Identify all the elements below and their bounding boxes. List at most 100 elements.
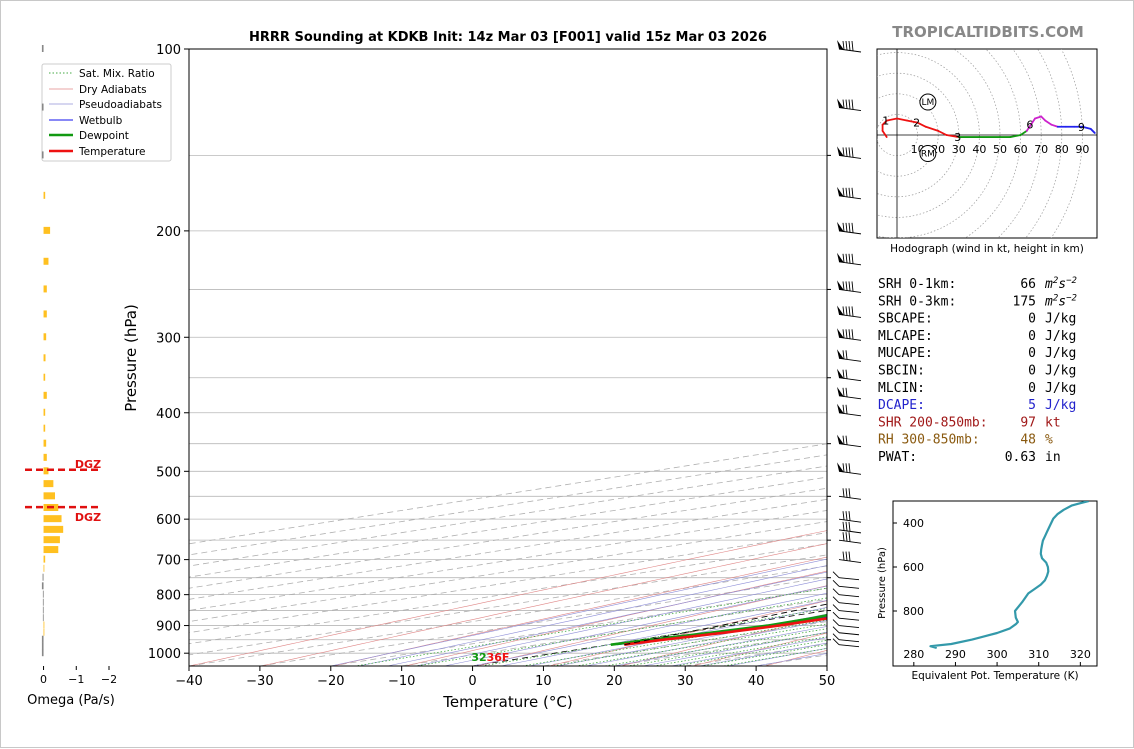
- skewt-x-tick-label: 0: [468, 674, 476, 689]
- index-value: 0: [1028, 346, 1036, 361]
- wind-barb-shaft: [839, 603, 859, 605]
- wind-barb-feather: [852, 41, 853, 51]
- wind-barb-feather: [833, 634, 839, 640]
- legend-label-mix: Sat. Mix. Ratio: [79, 68, 155, 80]
- wind-barb: [833, 620, 859, 628]
- legend-label-temperature: Temperature: [78, 146, 146, 158]
- wind-barb-shaft: [839, 611, 859, 613]
- theta-e-x-tick-label: 300: [987, 648, 1008, 661]
- index-value: 66: [1020, 277, 1036, 292]
- wind-barb-feather: [849, 281, 850, 290]
- hodograph-ring-label: 40: [972, 143, 986, 156]
- hodograph-ring-label: 80: [1055, 143, 1069, 156]
- skewt-y-tick-label: 100: [156, 43, 181, 58]
- omega-bar: [43, 574, 44, 581]
- wind-barb-feather: [843, 552, 844, 561]
- legend-label-dewpoint: Dewpoint: [79, 130, 129, 142]
- wind-barb: [833, 597, 859, 605]
- wind-barb-shaft: [839, 586, 859, 588]
- index-unit-s: s: [1058, 277, 1066, 292]
- legend-label-wetbulb: Wetbulb: [79, 115, 123, 127]
- omega-bar: [44, 192, 46, 199]
- index-unit: J/kg: [1045, 329, 1076, 344]
- omega-x-axis-label: Omega (Pa/s): [27, 693, 115, 708]
- omega-bar: [42, 636, 44, 643]
- omega-bar: [42, 643, 44, 650]
- wind-barb: [839, 532, 861, 543]
- dgz-label-top: DGZ: [75, 458, 101, 471]
- wind-barb: [839, 488, 861, 499]
- wind-barb-feather: [843, 281, 844, 290]
- omega-bar: [44, 622, 45, 629]
- wind-barb-feather: [843, 388, 844, 397]
- index-unit: J/kg: [1045, 398, 1076, 413]
- index-value: 0.63: [1005, 450, 1036, 465]
- omega-bar: [44, 333, 47, 340]
- omega-bar: [44, 492, 55, 499]
- omega-bar: [44, 440, 47, 447]
- skewt-y-tick-label: 600: [156, 513, 181, 528]
- wind-barb: [833, 612, 859, 620]
- index-unit: m2s−2: [1044, 276, 1077, 292]
- omega-bar: [42, 649, 44, 656]
- wind-barb-feather: [846, 281, 847, 290]
- omega-bar: [44, 565, 45, 572]
- index-unit: kt: [1045, 415, 1061, 430]
- theta-e-y-axis-label: Pressure (hPa): [877, 547, 888, 619]
- wind-barb: [837, 40, 861, 52]
- wind-barb-feather: [843, 463, 844, 472]
- skewt-x-tick-label: −30: [246, 674, 273, 689]
- wind-barb: [837, 369, 861, 381]
- hodograph-caption: Hodograph (wind in kt, height in km): [890, 243, 1084, 255]
- wind-barb-feather: [846, 370, 847, 379]
- wind-barb-feather: [843, 405, 844, 414]
- hodograph-ring-label: 50: [993, 143, 1007, 156]
- wind-barb: [837, 387, 861, 399]
- index-unit: J/kg: [1045, 364, 1076, 379]
- wind-barb: [839, 522, 861, 533]
- hodograph-height-label: 6: [1026, 119, 1033, 132]
- wind-barb-feather: [843, 370, 844, 379]
- wind-barb-feather: [846, 41, 847, 50]
- wind-barb: [837, 404, 861, 416]
- skewt-y-tick-label: 300: [156, 331, 181, 346]
- theta-e-x-tick-label: 290: [945, 648, 966, 661]
- index-label: RH 300-850mb:: [878, 433, 980, 448]
- wind-barb: [837, 328, 861, 340]
- wind-barb-feather: [849, 254, 850, 263]
- omega-bar: [44, 392, 47, 399]
- wind-barb-feather: [849, 100, 850, 109]
- wind-barb-feather: [852, 329, 853, 339]
- omega-bar: [43, 591, 44, 598]
- wind-barb: [837, 146, 861, 158]
- skewt-x-tick-label: 50: [819, 674, 836, 689]
- theta-e-x-tick-label: 310: [1028, 648, 1049, 661]
- wind-barb-feather: [846, 532, 847, 541]
- theta-e-x-tick-label: 280: [903, 648, 924, 661]
- theta-e-y-tick-label: 600: [903, 561, 924, 574]
- wind-barb: [837, 349, 861, 361]
- skewt-title: HRRR Sounding at KDKB Init: 14z Mar 03 […: [249, 30, 767, 45]
- omega-bar: [44, 374, 46, 381]
- wind-barb-feather: [852, 188, 853, 198]
- wind-barb: [833, 639, 859, 647]
- hodograph-ring-label: 90: [1075, 143, 1089, 156]
- omega-bar: [44, 536, 60, 543]
- skewt-x-tick-label: 10: [535, 674, 552, 689]
- skewt-frame: [189, 49, 827, 666]
- wind-barb: [839, 511, 861, 522]
- omega-bar: [44, 227, 51, 234]
- wind-barb-feather: [852, 306, 853, 316]
- wind-barb-feather: [843, 532, 844, 541]
- index-value: 48: [1020, 433, 1036, 448]
- index-value: 0: [1028, 312, 1036, 327]
- wind-barb-feather: [846, 223, 847, 232]
- wind-barb: [837, 435, 861, 447]
- wind-barb-feather: [833, 612, 839, 618]
- wind-barb-feather: [849, 41, 850, 50]
- omega-bar: [44, 526, 64, 533]
